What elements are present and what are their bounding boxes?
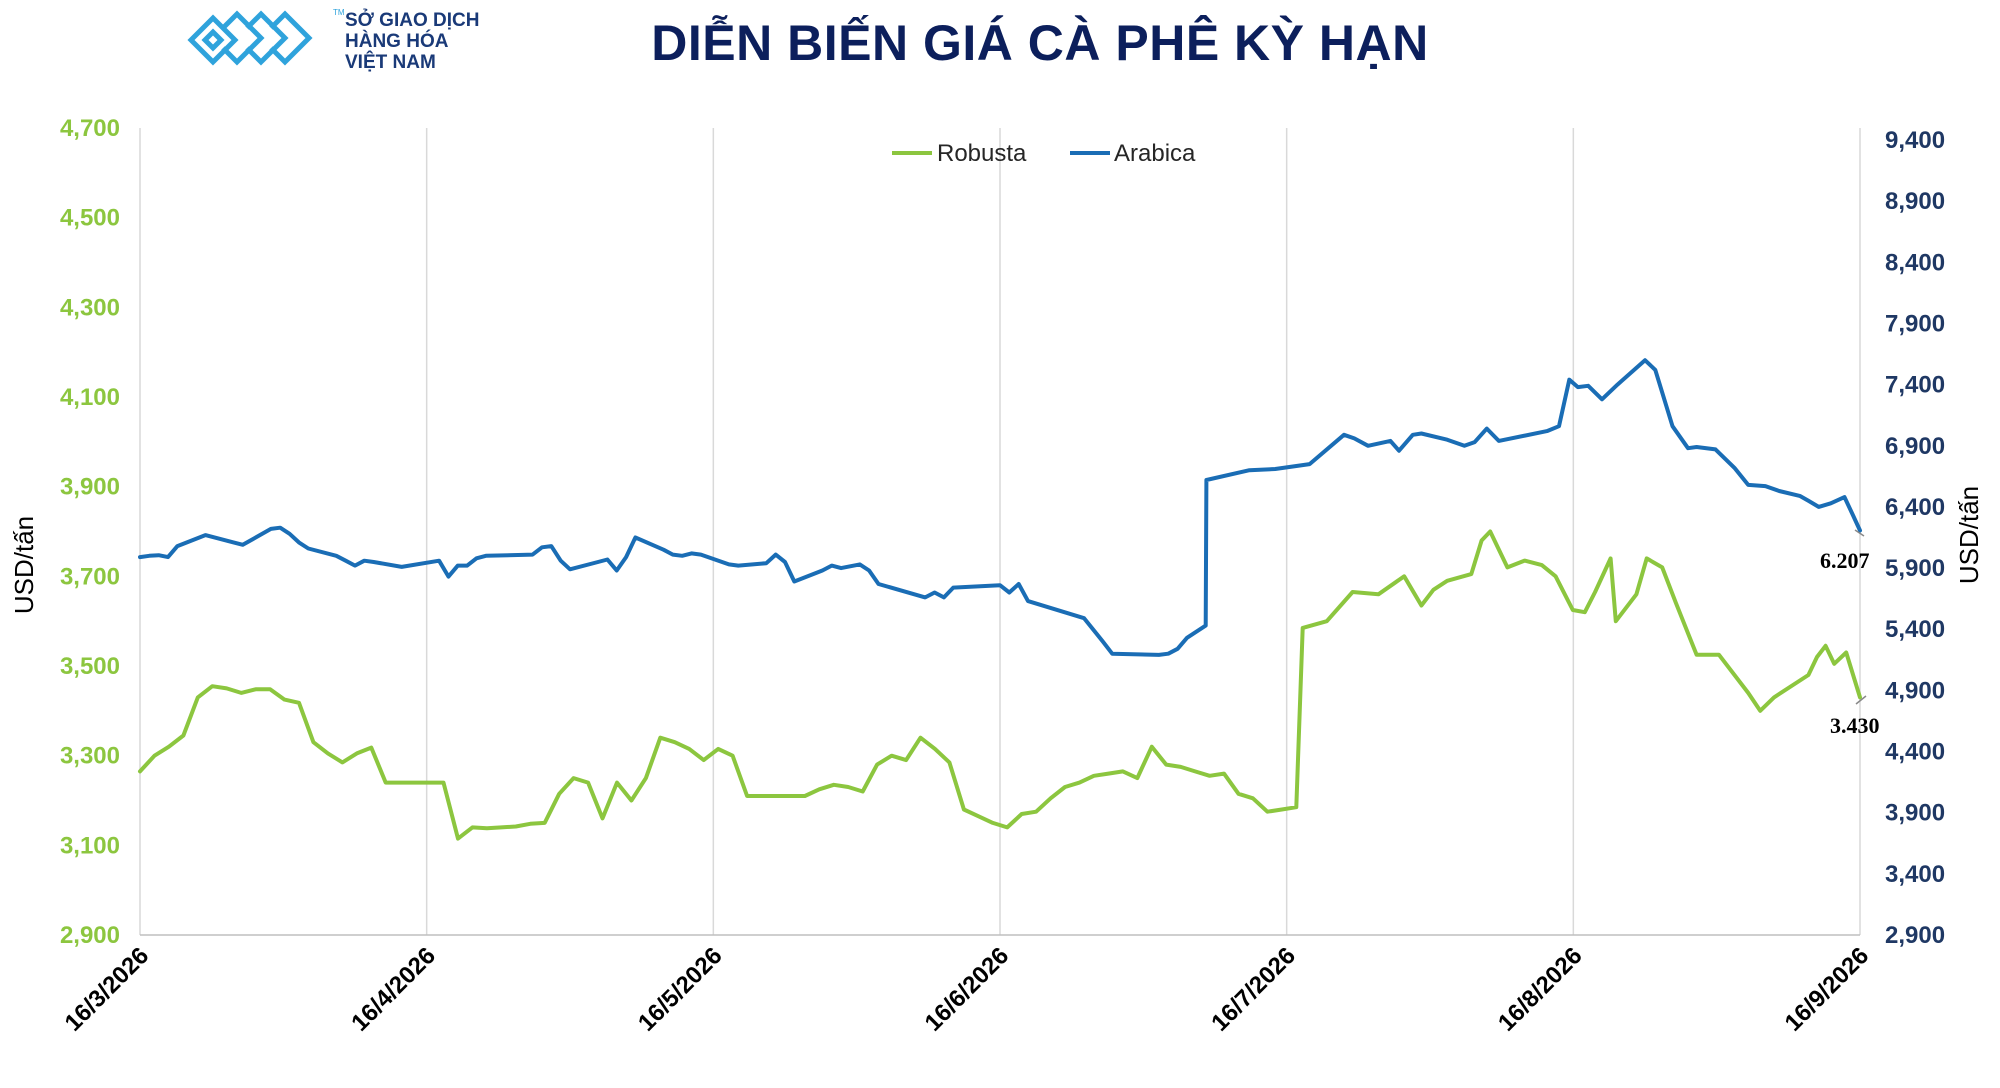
- end-labels: 6.207 3.430: [1820, 529, 1880, 738]
- x-tick-label: 16/4/2026: [346, 942, 441, 1037]
- right-tick-label: 3,900: [1885, 800, 1945, 827]
- right-tick-label: 2,900: [1885, 922, 1945, 949]
- right-tick-label: 5,900: [1885, 555, 1945, 582]
- left-tick-label: 3,300: [60, 743, 120, 770]
- left-tick-label: 3,900: [60, 474, 120, 501]
- right-tick-label: 5,400: [1885, 616, 1945, 643]
- exchange-name-line3: VIỆT NAM: [345, 52, 436, 73]
- x-tick-label: 16/5/2026: [633, 942, 728, 1037]
- end-leader-robusta: [1855, 695, 1867, 705]
- x-tick-label: 16/9/2026: [1780, 942, 1875, 1037]
- right-axis-ticks: 2,900 3,400 3,900 4,400 4,900 5,400 5,900 6,400…: [1885, 127, 1945, 949]
- logo: TM: [185, 6, 505, 76]
- series-layer: [138, 358, 1862, 841]
- legend-label-arabica: Arabica: [1114, 140, 1196, 167]
- left-tick-label: 3,500: [60, 653, 120, 680]
- right-tick-label: 8,900: [1885, 188, 1945, 215]
- series-line-robusta: [138, 529, 1862, 841]
- x-tick-label: 16/7/2026: [1206, 942, 1301, 1037]
- y-axis-label-left: USD/tấn: [9, 516, 39, 614]
- y-axis-label-right: USD/tấn: [1954, 486, 1984, 584]
- left-tick-label: 4,500: [60, 205, 120, 232]
- left-tick-label: 2,900: [60, 922, 120, 949]
- left-tick-label: 4,700: [60, 115, 120, 142]
- right-tick-label: 9,400: [1885, 127, 1945, 154]
- end-label-arabica: 6.207: [1820, 548, 1870, 573]
- left-tick-label: 4,300: [60, 294, 120, 321]
- left-tick-label: 4,100: [60, 384, 120, 411]
- right-tick-label: 7,900: [1885, 310, 1945, 337]
- exchange-name-line2: HÀNG HÓA: [345, 31, 449, 52]
- page-title: DIỄN BIẾN GIÁ CÀ PHÊ KỲ HẠN: [651, 15, 1429, 71]
- right-tick-label: 6,900: [1885, 433, 1945, 460]
- exchange-name: SỞ GIAO DỊCH HÀNG HÓA VIỆT NAM: [345, 10, 479, 73]
- right-tick-label: 3,400: [1885, 861, 1945, 888]
- x-tick-label: 16/6/2026: [920, 942, 1015, 1037]
- x-tick-label: 16/8/2026: [1493, 942, 1588, 1037]
- legend: Robusta Arabica: [892, 140, 1196, 167]
- series-line-arabica: [138, 358, 1862, 657]
- gridlines: [139, 128, 1861, 935]
- right-tick-label: 4,400: [1885, 739, 1945, 766]
- trademark-mark: TM: [333, 8, 345, 17]
- end-leader-arabica: [1854, 529, 1865, 537]
- left-tick-label: 3,700: [60, 563, 120, 590]
- exchange-logo-mark: [187, 10, 313, 66]
- x-tick-label: 16/3/2026: [60, 942, 155, 1037]
- x-axis-ticks: 16/3/2026 16/4/2026 16/5/2026 16/6/2026 16/7…: [60, 942, 1875, 1037]
- right-tick-label: 7,400: [1885, 372, 1945, 399]
- right-tick-label: 6,400: [1885, 494, 1945, 521]
- left-tick-label: 3,100: [60, 832, 120, 859]
- end-label-robusta: 3.430: [1830, 713, 1880, 738]
- right-tick-label: 8,400: [1885, 249, 1945, 276]
- exchange-name-line1: SỞ GIAO DỊCH: [345, 10, 480, 31]
- legend-label-robusta: Robusta: [937, 140, 1027, 167]
- left-axis-ticks: 2,900 3,100 3,300 3,500 3,700 3,900 4,100 4,300…: [60, 115, 120, 949]
- right-tick-label: 4,900: [1885, 677, 1945, 704]
